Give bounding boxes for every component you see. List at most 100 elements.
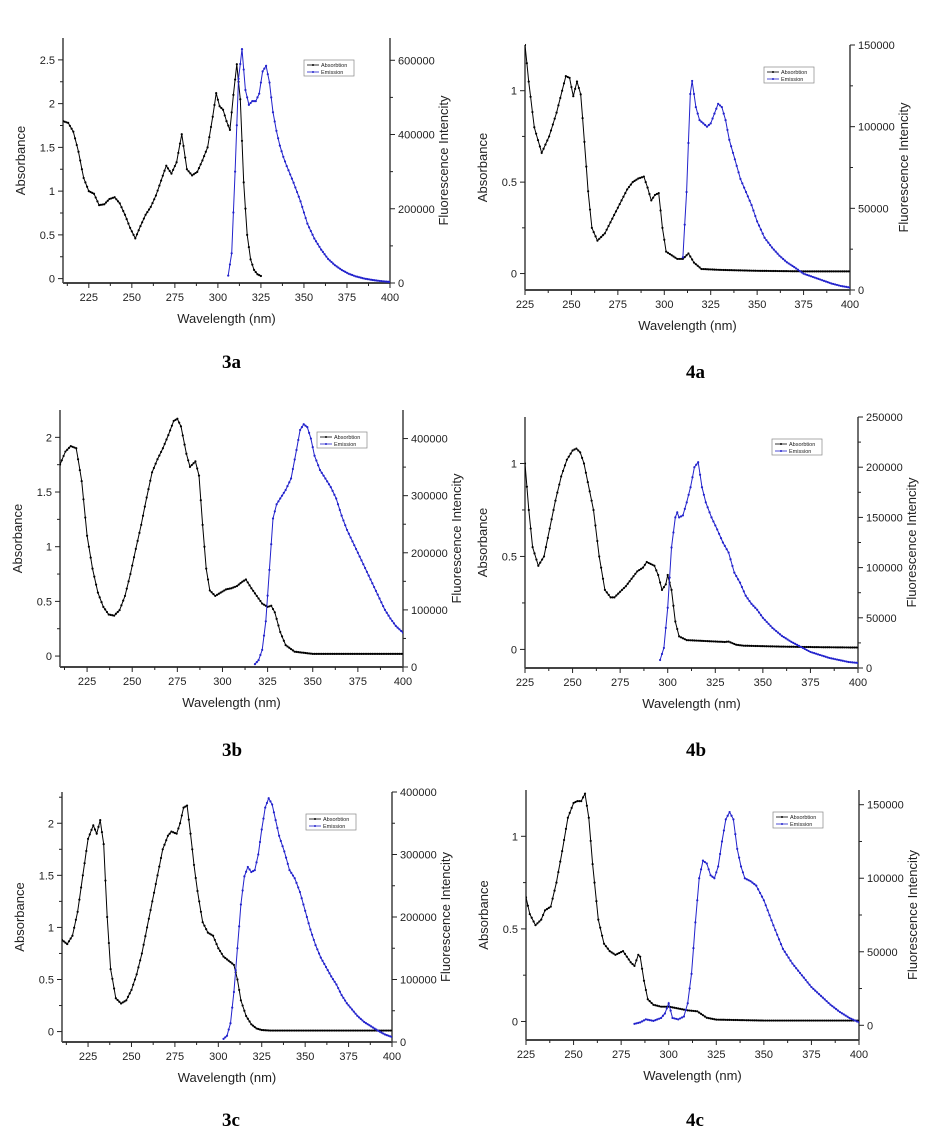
data-point <box>605 228 608 231</box>
data-point <box>542 913 545 917</box>
x-tick-label: 225 <box>517 1049 535 1061</box>
data-point <box>177 151 180 155</box>
data-point <box>161 848 164 851</box>
data-point <box>646 1018 649 1021</box>
y-tick-label: 2 <box>49 99 55 111</box>
x-tick-label: 325 <box>252 292 270 304</box>
data-point <box>309 652 313 655</box>
data-point <box>839 646 842 649</box>
data-point <box>380 1029 383 1032</box>
data-point <box>785 953 788 956</box>
data-point <box>163 169 166 172</box>
data-point <box>531 546 534 549</box>
legend-marker <box>781 816 783 818</box>
data-point <box>224 956 227 960</box>
data-point <box>626 582 629 585</box>
data-point <box>819 270 822 273</box>
data-point <box>789 959 792 962</box>
data-point <box>746 644 749 647</box>
data-point <box>740 644 744 647</box>
data-point <box>671 1016 674 1020</box>
data-point <box>663 238 666 241</box>
data-point <box>724 268 727 272</box>
data-point <box>716 640 719 643</box>
data-point <box>227 274 230 277</box>
data-point <box>93 575 96 578</box>
data-point <box>601 577 605 580</box>
data-point <box>297 886 300 889</box>
data-point <box>169 429 172 432</box>
data-point <box>242 181 245 184</box>
data-point <box>214 594 217 598</box>
data-point <box>792 641 795 644</box>
data-point <box>152 891 156 894</box>
data-point <box>825 1019 828 1022</box>
data-point <box>761 616 764 619</box>
x-axis-label: Wavelength (nm) <box>182 695 281 710</box>
data-point <box>377 1029 380 1032</box>
legend-label: Absorbtion <box>789 442 815 448</box>
chart-3c: 225 250 275 300 325 350 375 40000.511.520100000… <box>12 787 453 1085</box>
data-point <box>811 270 814 273</box>
data-point <box>289 173 292 176</box>
data-point <box>817 270 820 273</box>
data-point <box>85 849 88 853</box>
data-point <box>795 267 798 270</box>
data-point <box>208 136 211 139</box>
series-line-absorbtion <box>60 417 403 655</box>
data-point <box>754 214 757 218</box>
data-point <box>217 947 220 950</box>
legend-label: Absorbtion <box>334 435 360 441</box>
data-point <box>611 217 614 220</box>
data-point <box>743 269 746 272</box>
data-point <box>655 192 658 196</box>
data-point <box>802 270 805 273</box>
data-point <box>273 120 276 123</box>
data-point <box>392 652 396 655</box>
data-point <box>70 127 73 130</box>
data-point <box>533 126 536 129</box>
data-point <box>770 919 773 922</box>
data-point <box>550 518 553 521</box>
x-tick-label: 400 <box>381 292 399 304</box>
series-line-emission <box>659 460 858 664</box>
data-point <box>791 264 794 268</box>
data-point <box>221 108 225 111</box>
data-point <box>189 832 192 835</box>
data-point <box>173 164 176 168</box>
data-point <box>221 590 224 593</box>
data-point <box>740 585 744 589</box>
data-point <box>757 224 761 227</box>
data-point <box>843 660 846 663</box>
data-point <box>288 1029 291 1032</box>
data-point <box>362 652 365 655</box>
data-point <box>345 271 349 274</box>
y2-tick-label: 200000 <box>866 462 903 474</box>
data-point <box>671 1006 674 1009</box>
data-point <box>744 594 747 597</box>
data-point <box>826 281 829 284</box>
data-point <box>773 645 776 648</box>
data-point <box>713 877 716 880</box>
data-point <box>347 1029 350 1032</box>
data-point <box>145 496 148 499</box>
data-point <box>708 511 711 514</box>
data-point <box>284 488 287 492</box>
data-point <box>675 1017 678 1021</box>
data-point <box>288 869 291 872</box>
data-point <box>843 646 846 649</box>
data-point <box>768 914 771 917</box>
data-point <box>788 645 791 648</box>
data-point <box>367 652 370 655</box>
data-point <box>588 490 591 493</box>
data-point <box>822 270 826 273</box>
data-point <box>751 881 754 884</box>
data-point <box>299 428 302 432</box>
data-point <box>305 1029 308 1032</box>
data-point <box>689 255 692 258</box>
data-point <box>820 646 823 649</box>
data-point <box>118 202 121 205</box>
data-point <box>398 628 401 631</box>
x-tick-label: 325 <box>253 1051 271 1063</box>
